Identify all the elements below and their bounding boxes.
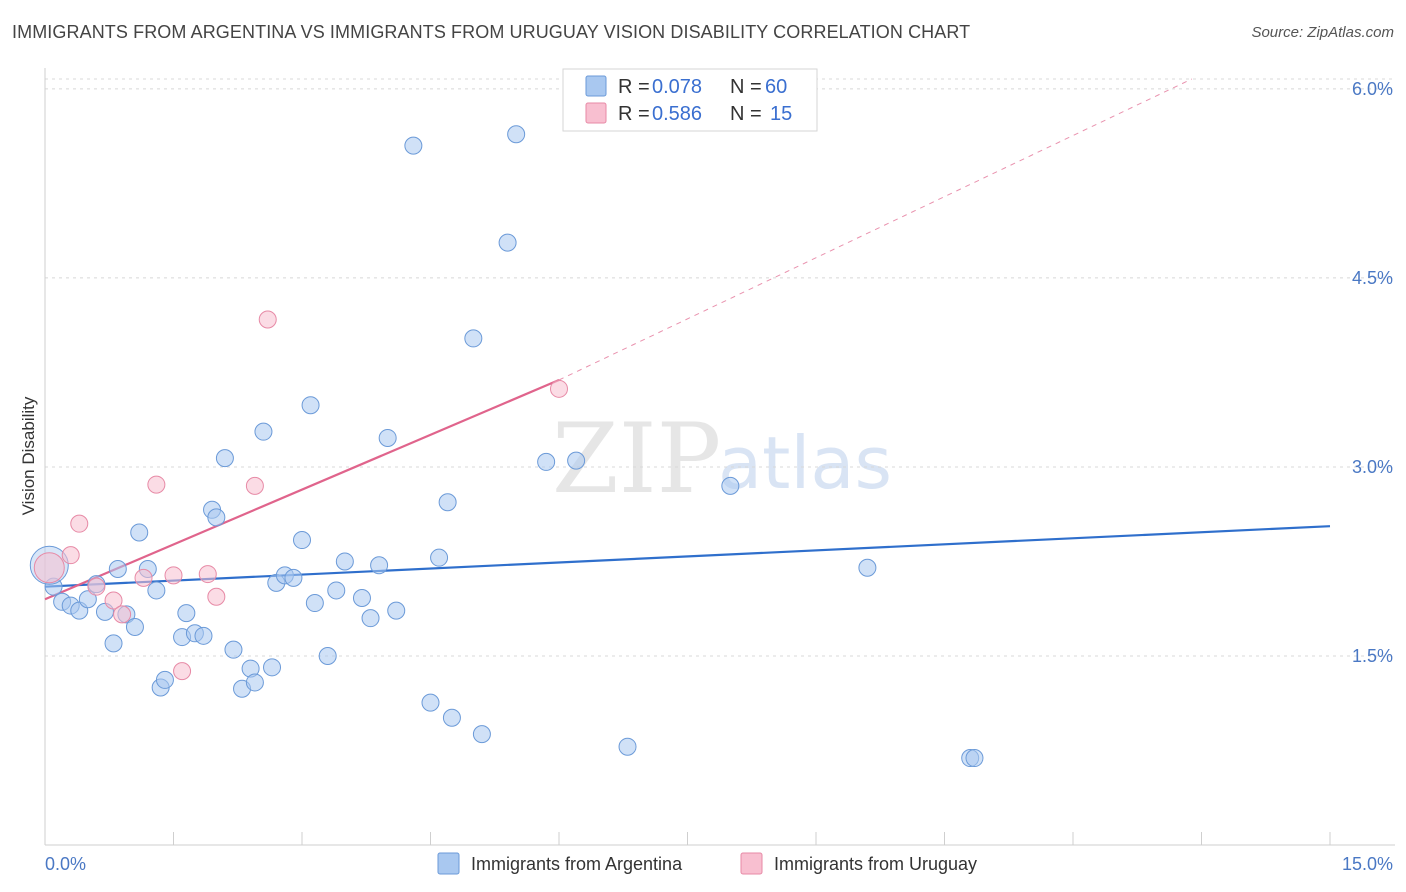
point-uruguay	[113, 605, 132, 624]
point-argentina	[125, 617, 144, 636]
point-argentina	[293, 531, 311, 550]
point-uruguay	[70, 514, 89, 533]
point-argentina	[335, 552, 354, 571]
x-tick-label-min: 0.0%	[45, 854, 86, 874]
bottom-legend-swatch-argentina	[437, 852, 460, 875]
point-uruguay	[207, 587, 226, 606]
point-argentina	[370, 556, 389, 575]
point-argentina	[387, 601, 406, 620]
bottom-legend-label-uruguay: Immigrants from Uruguay	[774, 854, 977, 874]
axes	[44, 68, 1395, 846]
trend-line-argentina	[44, 525, 1331, 588]
legend-n-value-2: 15	[770, 103, 792, 125]
point-argentina	[618, 737, 637, 756]
watermark-atlas: atlas	[718, 421, 892, 505]
legend-swatch-uruguay	[585, 102, 607, 124]
point-argentina	[464, 329, 483, 348]
point-argentina	[301, 396, 320, 415]
point-argentina	[378, 428, 397, 447]
point-argentina	[284, 568, 303, 587]
legend-r-value-2: 0.586	[652, 103, 702, 125]
point-uruguay	[173, 662, 192, 681]
point-uruguay	[198, 565, 217, 584]
point-argentina	[537, 452, 556, 471]
y-tick-label: 3.0%	[1352, 457, 1393, 477]
point-uruguay	[87, 577, 106, 596]
point-argentina	[215, 449, 234, 468]
point-argentina	[498, 233, 517, 252]
point-argentina	[421, 693, 440, 712]
point-argentina	[147, 581, 166, 600]
point-uruguay	[104, 591, 123, 610]
point-argentina	[352, 589, 371, 608]
point-uruguay	[245, 476, 264, 495]
source-credit: Source: ZipAtlas.com	[1251, 24, 1394, 41]
point-argentina	[472, 725, 491, 744]
points-argentina	[29, 125, 984, 768]
y-tick-label: 4.5%	[1352, 268, 1393, 288]
point-argentina	[430, 548, 449, 567]
points-uruguay	[33, 310, 568, 681]
bottom-legend-label-argentina: Immigrants from Argentina	[471, 854, 683, 874]
point-uruguay	[147, 475, 166, 494]
point-argentina	[224, 640, 243, 659]
y-tick-label: 6.0%	[1352, 79, 1393, 99]
point-argentina	[254, 422, 273, 441]
point-argentina	[108, 560, 127, 579]
trend-line-uruguay-extension	[558, 78, 1193, 381]
top-legend: R = 0.078 N = 60 R = 0.586 N = 15	[562, 68, 818, 132]
bottom-legend-swatch-uruguay	[740, 852, 763, 875]
point-argentina	[207, 508, 226, 527]
point-argentina	[404, 136, 423, 155]
grid	[45, 78, 1395, 657]
point-uruguay	[258, 310, 277, 329]
point-argentina	[361, 609, 380, 628]
point-argentina	[438, 493, 457, 512]
point-argentina	[721, 476, 740, 495]
legend-r-value-1: 0.078	[652, 76, 702, 98]
chart-title: IMMIGRANTS FROM ARGENTINA VS IMMIGRANTS …	[12, 22, 971, 42]
point-argentina	[78, 590, 97, 609]
legend-n-label-1: N =	[730, 76, 762, 98]
point-argentina	[130, 523, 149, 542]
point-argentina	[155, 670, 174, 689]
point-argentina	[194, 626, 213, 645]
trend-line-uruguay	[44, 378, 560, 601]
y-tick-labels: 1.5% 3.0% 4.5% 6.0%	[1352, 79, 1393, 666]
point-uruguay	[33, 552, 65, 584]
point-argentina	[965, 749, 984, 768]
point-uruguay	[164, 566, 183, 585]
point-uruguay	[550, 379, 568, 398]
point-argentina	[104, 634, 123, 653]
point-argentina	[318, 646, 337, 665]
point-uruguay	[61, 546, 80, 565]
point-argentina	[327, 581, 346, 600]
point-argentina	[263, 658, 282, 677]
x-tick-label-max: 15.0%	[1342, 854, 1393, 874]
point-argentina	[177, 604, 196, 623]
point-uruguay	[134, 568, 153, 587]
legend-swatch-argentina	[585, 75, 607, 97]
legend-n-label-2: N =	[730, 103, 762, 125]
legend-n-value-1: 60	[765, 76, 787, 98]
point-argentina	[567, 451, 586, 470]
point-argentina	[245, 673, 264, 692]
x-ticks	[44, 832, 1331, 845]
point-argentina	[305, 594, 324, 613]
bottom-legend: Immigrants from Argentina Immigrants fro…	[437, 852, 977, 875]
legend-r-label-1: R =	[618, 76, 650, 98]
y-axis-label: Vision Disability	[19, 396, 38, 515]
y-tick-label: 1.5%	[1352, 646, 1393, 666]
point-argentina	[442, 708, 461, 727]
trend-lines	[44, 78, 1331, 601]
point-argentina	[858, 558, 877, 577]
point-argentina	[507, 125, 526, 144]
legend-r-label-2: R =	[618, 103, 650, 125]
